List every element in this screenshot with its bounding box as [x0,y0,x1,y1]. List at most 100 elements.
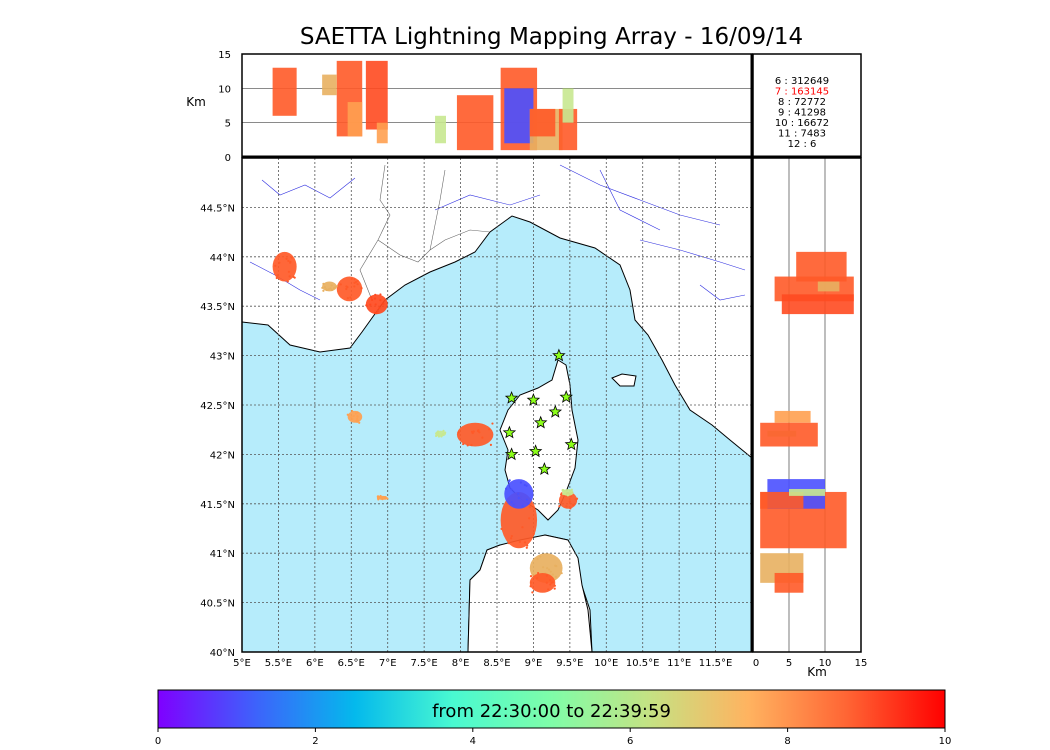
top-lightning-cluster [365,60,388,130]
map-lightning-point [561,489,564,492]
map-lightning-point [287,259,290,262]
map-lightning-point [353,278,356,281]
right-x-tick-label: 5 [786,658,792,669]
map-lightning-point [285,257,288,260]
map-lightning-point [574,498,577,501]
map-lightning-point [525,484,528,487]
top-altitude-panel [242,54,752,157]
map-y-tick-label: 40.5°N [200,599,235,610]
station-star-marker [559,389,573,403]
right-lightning-cluster [781,294,854,315]
map-lightning-point [373,297,377,300]
top-y-tick-label: 10 [218,84,231,95]
map-lightning-point [345,285,348,288]
map-lightning-point [274,264,277,267]
map-lightning-point [369,303,372,306]
map-lightning-point [356,415,359,418]
map-lightning-point [356,420,359,423]
map-lightning-cluster [500,491,538,549]
map-lightning-point [554,575,557,578]
top-lightning-cluster [272,67,297,116]
map-lightning-point [330,288,334,292]
right-lightning-cluster [789,488,825,496]
map-x-tick-labels: 5°E 5.5°E 6°E 6.5°E 7°E 7.5°E 8°E 8.5°E 9°E 9.5°E… [233,658,732,669]
map-lightning-point [346,413,349,416]
top-lightning-cluster [376,122,388,144]
right-lightning-cluster [817,281,840,292]
map-y-tick-label: 44.5°N [200,203,235,214]
map-lightning-point [529,585,532,588]
map-lightning-point [290,256,293,259]
map-lightning-point [505,487,508,490]
map-lightning-point [512,503,515,506]
map-lightning-point [565,505,568,508]
map-lightning-point [488,428,491,431]
map-lightning-point [562,492,565,495]
map-lightning-point [521,504,524,508]
map-lightning-point [322,282,325,286]
station-star-marker [504,447,519,461]
map-x-tick-label: 9.5°E [556,658,583,669]
station-star-marker [504,391,519,404]
right-altitude-panel [753,158,861,652]
right-lightning-cluster [760,422,818,447]
map-gridlines [242,158,752,652]
chart-title: SAETTA Lightning Mapping Array - 16/09/1… [299,24,804,50]
map-lightning-point [551,573,554,576]
map-lightning-point [521,526,524,529]
map-lightning-point [517,492,520,495]
map-lightning-cluster [347,410,363,423]
map-lightning-point [545,581,548,584]
map-lightning-point [518,540,521,544]
top-ylabel: Km [186,95,206,109]
colorbar-tick-label: 6 [627,736,633,747]
map-lightning-point [508,479,511,482]
map-lightning-point [564,490,568,493]
map-lightning-point [523,483,526,487]
right-xlabel: Km [807,665,827,679]
right-lightning-cluster [774,572,804,593]
top-lightning-cluster [529,108,556,137]
map-lightning-cluster [272,251,297,282]
colorbar [157,689,946,729]
map-lightning-point [358,421,361,424]
map-lightning-point [539,555,542,558]
map-lightning-point [321,286,324,289]
map-lightning-point [568,500,571,503]
map-x-tick-label: 7.5°E [411,658,438,669]
map-lightning-point [489,443,493,446]
station-stat-row: 7 : 163145 [775,87,829,98]
map-lightning-point [287,270,291,273]
elba-island [611,373,637,387]
map-lightning-point [275,276,278,280]
station-star-marker [533,415,548,429]
map-lightning-point [554,564,557,567]
map-lightning-point [286,280,289,283]
map-lightning-point [377,495,380,498]
top-y-tick-label: 15 [218,50,231,61]
map-x-tick-label: 10.5°E [626,658,660,669]
map-x-tick-label: 6°E [306,658,324,669]
map-lightning-point [470,443,473,447]
map-lightning-point [374,303,377,306]
map-lightning-point [329,287,332,290]
map-lightning-point [525,546,528,549]
map-lightning-point [510,501,513,504]
map-x-tick-label: 8°E [452,658,470,669]
map-lightning-point [470,430,474,433]
map-lightning-point [346,297,349,300]
colorbar-tick-label: 10 [939,736,952,747]
map-lightning-point [351,417,354,421]
map-lightning-point [437,434,440,437]
map-lightning-point [491,422,494,425]
colorbar-tick-label: 2 [312,736,318,747]
map-lightning-point [510,534,513,538]
map-lightning-point [377,498,380,501]
map-lightning-point [442,429,445,432]
map-lightning-point [354,412,358,415]
map-x-tick-label: 8.5°E [483,658,510,669]
map-lightning-point [560,572,563,575]
map-lightning-point [350,416,353,419]
map-lightning-point [546,567,549,570]
map-lightning-point [507,542,510,545]
